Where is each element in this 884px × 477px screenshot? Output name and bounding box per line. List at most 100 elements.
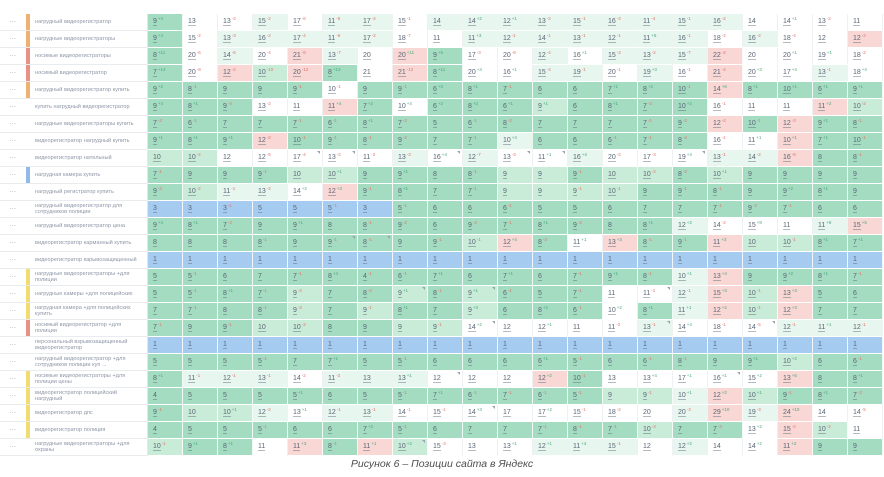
position-cell[interactable]: 17 -3 bbox=[463, 48, 498, 65]
position-cell[interactable]: 9 -4 bbox=[218, 99, 253, 116]
position-cell[interactable]: 9 -1 bbox=[568, 184, 603, 201]
position-cell[interactable]: 14 -2 bbox=[743, 150, 778, 167]
position-cell[interactable]: 9 +1 bbox=[533, 99, 568, 116]
position-cell[interactable]: 5 bbox=[148, 269, 183, 286]
position-cell[interactable]: 12 -7 bbox=[463, 150, 498, 167]
position-cell[interactable]: 5 -1 bbox=[323, 201, 358, 218]
position-cell[interactable]: 10 bbox=[253, 320, 288, 337]
position-cell[interactable]: 1 bbox=[323, 337, 358, 354]
position-cell[interactable]: 10 -1 bbox=[848, 133, 883, 150]
position-cell[interactable]: 22 -2 bbox=[708, 48, 743, 65]
position-cell[interactable]: 9 -1 bbox=[358, 303, 393, 320]
position-cell[interactable]: 12 +2 bbox=[708, 388, 743, 405]
position-cell[interactable]: 5 bbox=[813, 286, 848, 303]
position-cell[interactable]: 14 bbox=[708, 439, 743, 456]
row-menu-icon[interactable]: ⋯ bbox=[9, 188, 17, 196]
position-cell[interactable]: 7 -1 bbox=[603, 422, 638, 439]
position-cell[interactable]: 9 +1 bbox=[148, 133, 183, 150]
position-cell[interactable]: 16 +1 bbox=[498, 65, 533, 82]
position-cell[interactable]: 9 -1 bbox=[673, 235, 708, 252]
position-cell[interactable]: 9 -1 bbox=[288, 82, 323, 99]
position-cell[interactable]: 15 -2 bbox=[183, 31, 218, 48]
keyword-label[interactable]: нагрудные видеорегистраторы +для полиции bbox=[35, 271, 130, 283]
position-cell[interactable]: 6 bbox=[848, 201, 883, 218]
position-cell[interactable]: 9 -2 bbox=[148, 184, 183, 201]
position-cell[interactable]: 10 -1 bbox=[778, 235, 813, 252]
position-cell[interactable]: 12 +1 bbox=[533, 320, 568, 337]
position-cell[interactable]: 8 +4 bbox=[323, 269, 358, 286]
position-cell[interactable]: 8 +1 bbox=[463, 82, 498, 99]
position-cell[interactable]: 1 bbox=[183, 252, 218, 269]
position-cell[interactable]: 6 bbox=[428, 354, 463, 371]
row-menu-icon[interactable]: ⋯ bbox=[9, 443, 17, 451]
position-cell[interactable]: 8 +1 bbox=[813, 269, 848, 286]
position-cell[interactable]: 6 -1 bbox=[533, 388, 568, 405]
position-cell[interactable]: 8 +1 bbox=[603, 99, 638, 116]
position-cell[interactable]: 14 -2 bbox=[288, 371, 323, 388]
position-cell[interactable]: 7 -1 bbox=[848, 269, 883, 286]
position-cell[interactable]: 12 bbox=[498, 371, 533, 388]
position-cell[interactable]: 9 bbox=[393, 235, 428, 252]
position-cell[interactable]: 6 -1 bbox=[393, 269, 428, 286]
position-cell[interactable]: 13 -3 bbox=[498, 150, 533, 167]
position-cell[interactable]: 9 bbox=[638, 184, 673, 201]
position-cell[interactable]: 5 bbox=[253, 388, 288, 405]
position-cell[interactable]: 1 bbox=[708, 252, 743, 269]
position-cell[interactable]: 6 bbox=[323, 422, 358, 439]
position-cell[interactable]: 8 -1 bbox=[183, 82, 218, 99]
position-cell[interactable]: 8 -1 bbox=[848, 116, 883, 133]
position-cell[interactable]: 7 bbox=[673, 422, 708, 439]
position-cell[interactable]: 8 -4 bbox=[673, 133, 708, 150]
position-cell[interactable]: 13 -3 bbox=[393, 150, 428, 167]
position-cell[interactable]: 7 -1 bbox=[708, 201, 743, 218]
position-cell[interactable]: 15 -3 bbox=[428, 439, 463, 456]
position-cell[interactable]: 11 bbox=[848, 422, 883, 439]
position-cell[interactable]: 8 +1 bbox=[533, 218, 568, 235]
position-cell[interactable]: 6 -1 bbox=[323, 116, 358, 133]
position-cell[interactable]: 6 bbox=[568, 82, 603, 99]
position-cell[interactable]: 1 bbox=[218, 252, 253, 269]
position-cell[interactable]: 6 bbox=[603, 201, 638, 218]
position-cell[interactable]: 20 -4 bbox=[253, 48, 288, 65]
position-cell[interactable]: 11 -1 bbox=[638, 286, 673, 303]
position-cell[interactable]: 13 -7 bbox=[323, 48, 358, 65]
position-cell[interactable]: 7 -1 bbox=[568, 269, 603, 286]
position-cell[interactable]: 6 +1 bbox=[498, 99, 533, 116]
position-cell[interactable]: 20 bbox=[358, 48, 393, 65]
position-cell[interactable]: 5 -1 bbox=[393, 354, 428, 371]
position-cell[interactable]: 7 -1 bbox=[463, 133, 498, 150]
position-cell[interactable]: 12 bbox=[498, 320, 533, 337]
row-menu-icon[interactable]: ⋯ bbox=[9, 18, 17, 26]
position-cell[interactable]: 15 -7 bbox=[673, 48, 708, 65]
position-cell[interactable]: 5 -1 bbox=[183, 269, 218, 286]
position-cell[interactable]: 7 bbox=[253, 269, 288, 286]
position-cell[interactable]: 8 +1 bbox=[183, 133, 218, 150]
position-cell[interactable]: 11 -2 bbox=[603, 320, 638, 337]
position-cell[interactable]: 12 +1 bbox=[498, 14, 533, 31]
position-cell[interactable]: 16 -8 bbox=[778, 150, 813, 167]
position-cell[interactable]: 9 bbox=[288, 235, 323, 252]
position-cell[interactable]: 9 +1 bbox=[848, 82, 883, 99]
position-cell[interactable]: 7 bbox=[568, 116, 603, 133]
position-cell[interactable]: 9 -2 bbox=[463, 218, 498, 235]
position-cell[interactable]: 9 +4 bbox=[148, 14, 183, 31]
position-cell[interactable]: 11 bbox=[778, 218, 813, 235]
position-cell[interactable]: 6 -1 bbox=[463, 116, 498, 133]
position-cell[interactable]: 9 +1 bbox=[463, 286, 498, 303]
position-cell[interactable]: 5 bbox=[533, 286, 568, 303]
position-cell[interactable]: 6 +3 bbox=[428, 82, 463, 99]
position-cell[interactable]: 5 -1 bbox=[393, 388, 428, 405]
row-menu-icon[interactable]: ⋯ bbox=[9, 358, 17, 366]
position-cell[interactable]: 11 +2 bbox=[778, 439, 813, 456]
position-cell[interactable]: 1 bbox=[148, 337, 183, 354]
row-menu-icon[interactable]: ⋯ bbox=[9, 341, 17, 349]
position-cell[interactable]: 10 +1 bbox=[778, 133, 813, 150]
position-cell[interactable]: 13 +5 bbox=[778, 371, 813, 388]
position-cell[interactable]: 9 +2 bbox=[778, 184, 813, 201]
position-cell[interactable]: 9 bbox=[218, 167, 253, 184]
position-cell[interactable]: 8 +1 bbox=[638, 218, 673, 235]
position-cell[interactable]: 16 -2 bbox=[743, 31, 778, 48]
position-cell[interactable]: 6 bbox=[533, 269, 568, 286]
position-cell[interactable]: 11 -2 bbox=[358, 150, 393, 167]
position-cell[interactable]: 6 -1 bbox=[498, 286, 533, 303]
